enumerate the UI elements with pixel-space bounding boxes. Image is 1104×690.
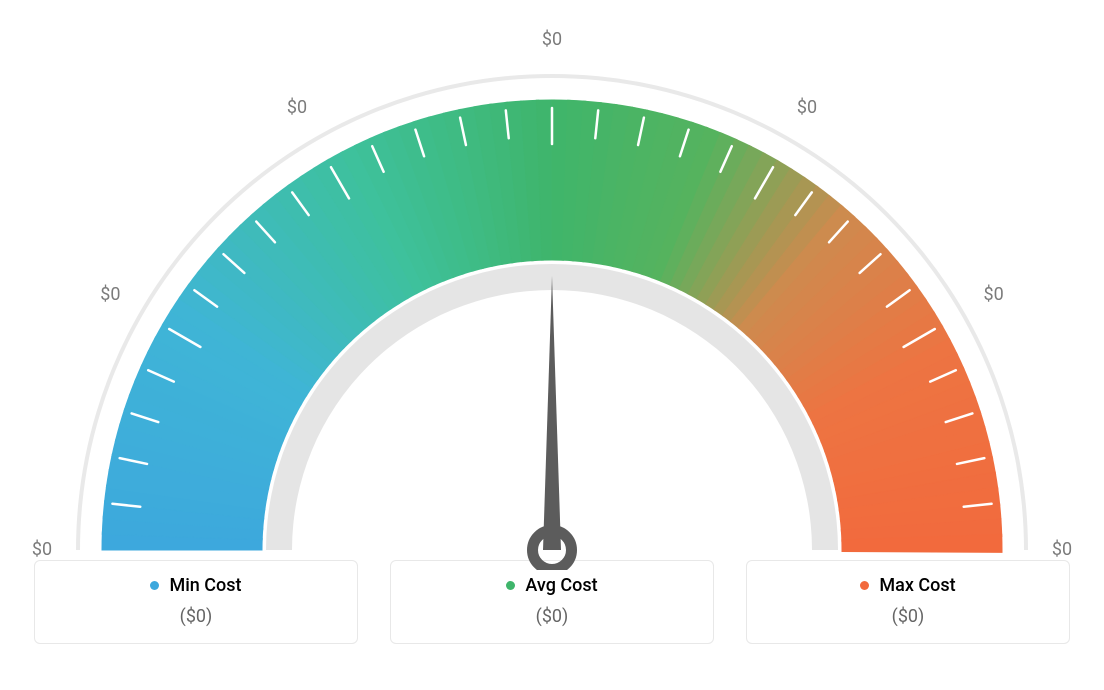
svg-text:$0: $0 xyxy=(32,539,52,560)
legend-card-avg: Avg Cost ($0) xyxy=(390,560,714,644)
svg-text:$0: $0 xyxy=(1052,539,1072,560)
legend-value-avg: ($0) xyxy=(401,606,703,627)
legend-title-max: Max Cost xyxy=(860,575,955,596)
legend-label-min: Min Cost xyxy=(169,575,241,596)
svg-text:$0: $0 xyxy=(797,97,817,118)
legend-title-avg: Avg Cost xyxy=(506,575,597,596)
legend-label-max: Max Cost xyxy=(879,575,955,596)
legend-card-max: Max Cost ($0) xyxy=(746,560,1070,644)
svg-text:$0: $0 xyxy=(542,29,562,50)
svg-text:$0: $0 xyxy=(100,284,120,305)
legend-value-min: ($0) xyxy=(45,606,347,627)
legend-title-min: Min Cost xyxy=(150,575,241,596)
legend-card-min: Min Cost ($0) xyxy=(34,560,358,644)
svg-text:$0: $0 xyxy=(984,284,1004,305)
legend-label-avg: Avg Cost xyxy=(525,575,597,596)
legend-value-max: ($0) xyxy=(757,606,1059,627)
svg-text:$0: $0 xyxy=(287,97,307,118)
legend-dot-avg xyxy=(506,581,515,590)
gauge-svg: $0 $0 $0 $0 $0 $0 $0 xyxy=(0,10,1104,570)
legend-dot-max xyxy=(860,581,869,590)
legend-row: Min Cost ($0) Avg Cost ($0) Max Cost ($0… xyxy=(0,560,1104,644)
legend-dot-min xyxy=(150,581,159,590)
gauge-chart: $0 $0 $0 $0 $0 $0 $0 xyxy=(0,0,1104,560)
